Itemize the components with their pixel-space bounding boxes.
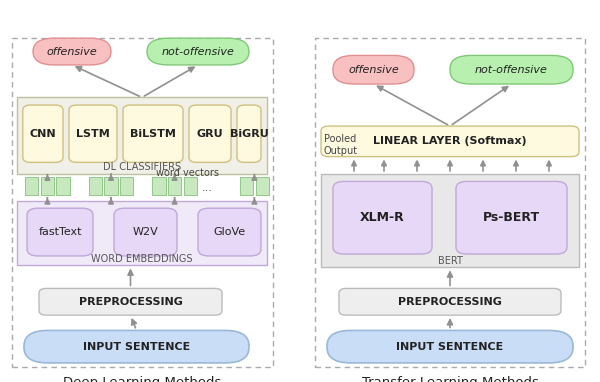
Text: not-offensive: not-offensive	[161, 47, 235, 57]
Text: PREPROCESSING: PREPROCESSING	[79, 297, 182, 307]
FancyBboxPatch shape	[123, 105, 183, 162]
Bar	[315, 38, 585, 367]
FancyBboxPatch shape	[147, 38, 249, 65]
Text: LINEAR LAYER (Softmax): LINEAR LAYER (Softmax)	[373, 136, 527, 146]
FancyBboxPatch shape	[27, 208, 93, 256]
Text: DL CLASSIFIERS: DL CLASSIFIERS	[103, 162, 181, 172]
Text: INPUT SENTENCE: INPUT SENTENCE	[83, 342, 190, 352]
FancyBboxPatch shape	[333, 55, 414, 84]
FancyBboxPatch shape	[450, 55, 573, 84]
FancyBboxPatch shape	[69, 105, 117, 162]
Text: word vectors: word vectors	[156, 168, 219, 178]
Text: ...: ...	[202, 183, 212, 193]
Bar	[168, 177, 181, 195]
Text: BiLSTM: BiLSTM	[130, 129, 176, 139]
FancyBboxPatch shape	[237, 105, 261, 162]
FancyBboxPatch shape	[189, 105, 231, 162]
Bar	[17, 201, 267, 265]
Bar	[89, 177, 102, 195]
Text: Deep Learning Methods: Deep Learning Methods	[64, 376, 221, 382]
FancyBboxPatch shape	[114, 208, 177, 256]
Text: WORD EMBEDDINGS: WORD EMBEDDINGS	[91, 254, 193, 264]
Text: XLM-R: XLM-R	[360, 211, 405, 224]
Text: fastText: fastText	[38, 227, 82, 237]
FancyBboxPatch shape	[39, 288, 222, 315]
Text: INPUT SENTENCE: INPUT SENTENCE	[397, 342, 503, 352]
Bar	[120, 177, 133, 195]
FancyBboxPatch shape	[327, 330, 573, 363]
FancyBboxPatch shape	[333, 181, 432, 254]
Text: BERT: BERT	[437, 256, 463, 265]
Bar	[256, 177, 269, 195]
FancyBboxPatch shape	[339, 288, 561, 315]
Bar	[321, 174, 579, 267]
Text: LSTM: LSTM	[76, 129, 110, 139]
FancyBboxPatch shape	[198, 208, 261, 256]
Bar	[56, 177, 70, 195]
Text: CNN: CNN	[29, 129, 56, 139]
Text: BiGRU: BiGRU	[230, 129, 268, 139]
Text: Ps-BERT: Ps-BERT	[483, 211, 540, 224]
Text: GRU: GRU	[197, 129, 223, 139]
Text: offensive: offensive	[348, 65, 399, 75]
Bar	[12, 38, 273, 367]
FancyBboxPatch shape	[456, 181, 567, 254]
Bar	[152, 177, 166, 195]
Bar	[104, 177, 118, 195]
Bar	[25, 177, 38, 195]
Bar	[41, 177, 54, 195]
FancyBboxPatch shape	[33, 38, 111, 65]
Text: GloVe: GloVe	[214, 227, 245, 237]
FancyBboxPatch shape	[24, 330, 249, 363]
Text: offensive: offensive	[47, 47, 97, 57]
Text: Transfer Learning Methods: Transfer Learning Methods	[362, 376, 538, 382]
Bar	[240, 177, 253, 195]
Bar	[184, 177, 197, 195]
Text: Pooled
Output: Pooled Output	[324, 134, 358, 156]
Text: W2V: W2V	[133, 227, 158, 237]
FancyBboxPatch shape	[23, 105, 63, 162]
FancyBboxPatch shape	[321, 126, 579, 157]
Bar	[17, 97, 267, 174]
Text: PREPROCESSING: PREPROCESSING	[398, 297, 502, 307]
Text: not-offensive: not-offensive	[475, 65, 548, 75]
